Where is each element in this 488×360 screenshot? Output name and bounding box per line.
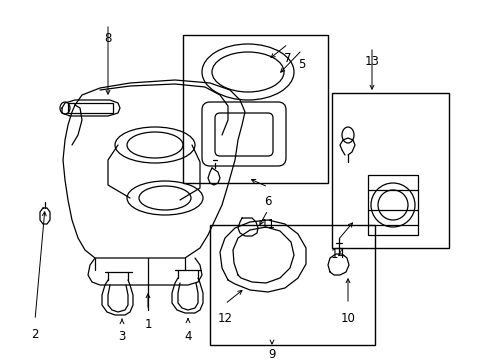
Bar xyxy=(367,175,417,235)
Text: 9: 9 xyxy=(268,348,275,360)
Text: 2: 2 xyxy=(31,328,39,341)
Bar xyxy=(331,93,448,248)
Text: 11: 11 xyxy=(260,218,275,231)
Text: 3: 3 xyxy=(118,330,125,343)
Text: 13: 13 xyxy=(364,55,379,68)
Text: 12: 12 xyxy=(217,312,232,325)
Text: 8: 8 xyxy=(104,32,111,45)
Bar xyxy=(209,225,374,345)
Text: 10: 10 xyxy=(340,312,355,325)
Text: 6: 6 xyxy=(264,195,271,208)
Text: 1: 1 xyxy=(144,318,151,331)
Text: 7: 7 xyxy=(284,52,291,65)
Text: 4: 4 xyxy=(184,330,191,343)
Text: 14: 14 xyxy=(330,248,345,261)
Bar xyxy=(183,35,327,183)
Text: 5: 5 xyxy=(298,58,305,71)
Bar xyxy=(68,103,113,113)
